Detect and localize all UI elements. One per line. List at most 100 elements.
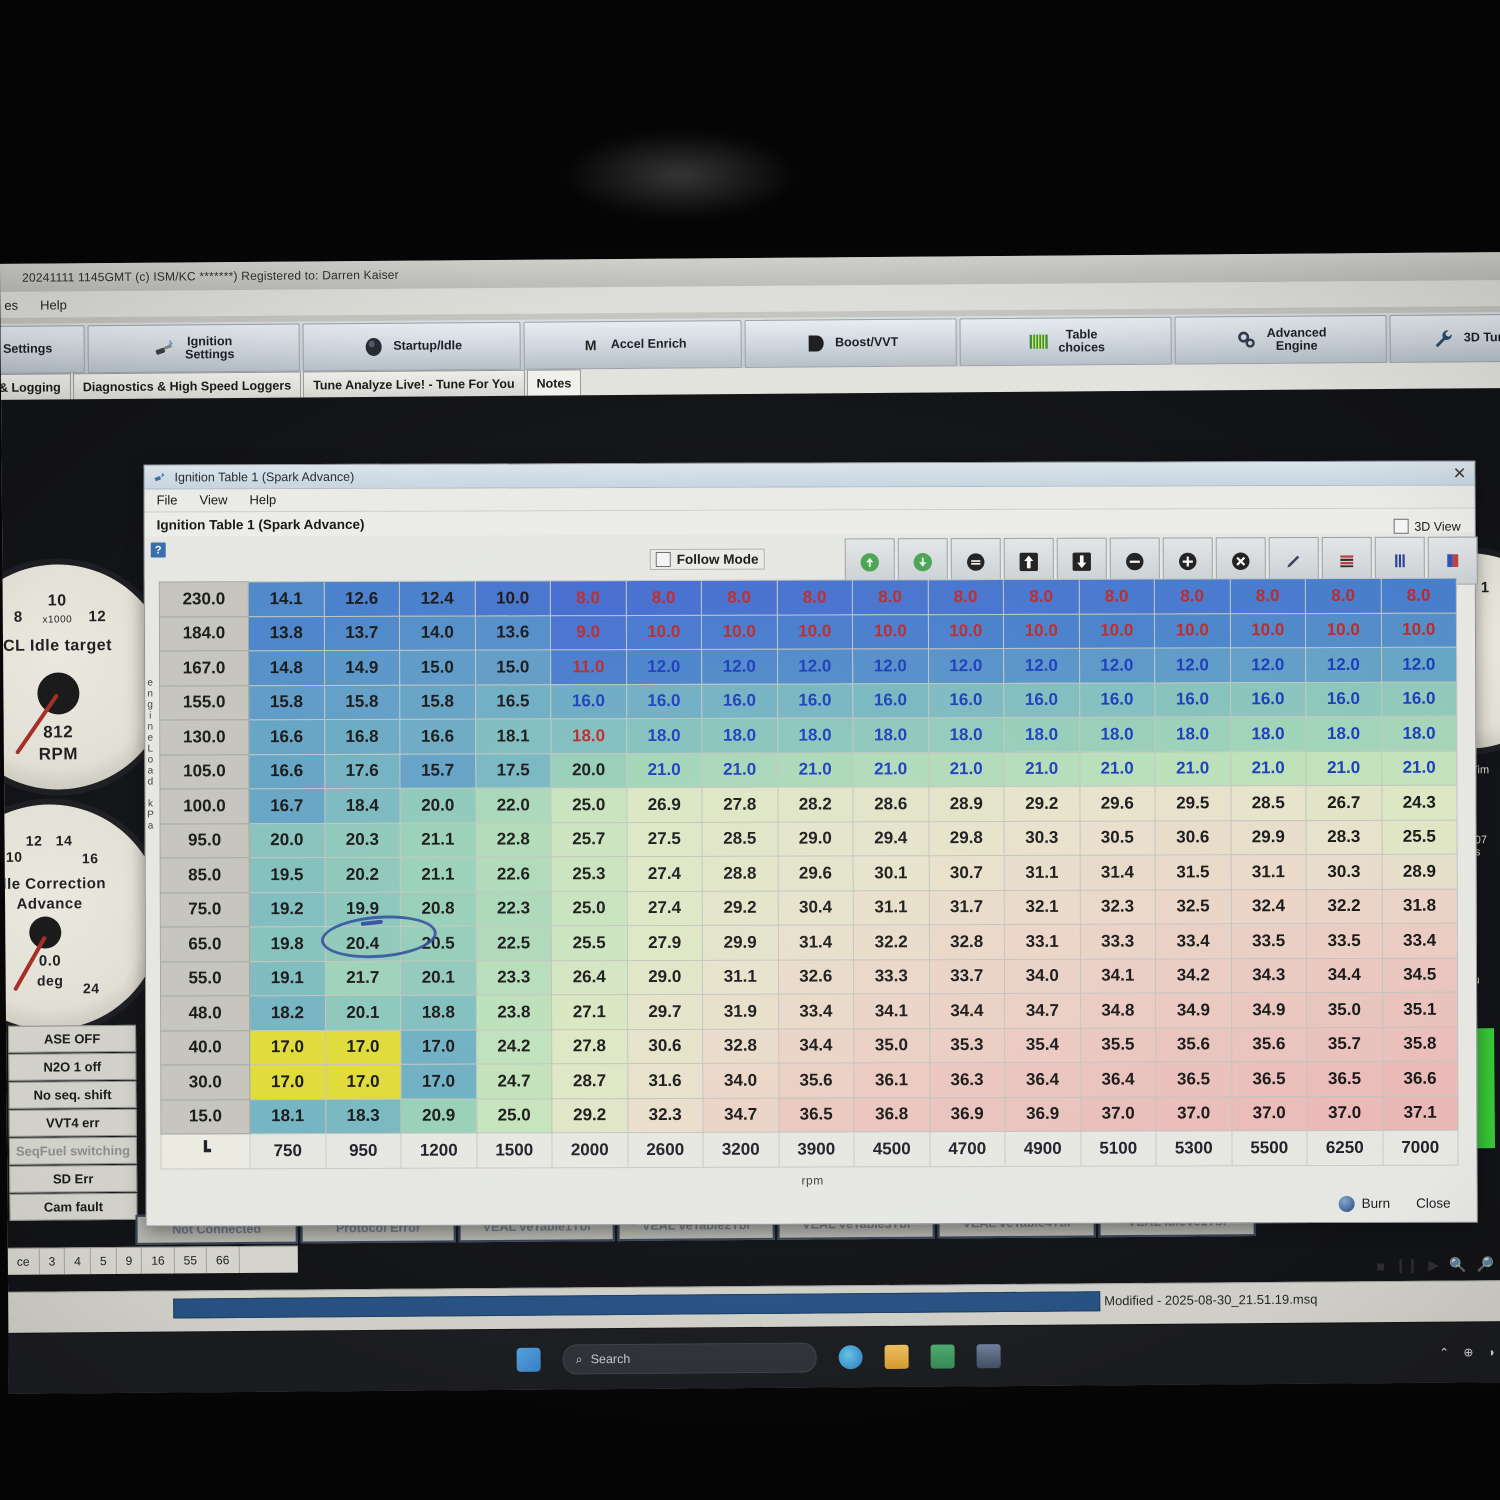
map-cell[interactable]: 16.6: [248, 754, 325, 789]
sound-icon[interactable]: ◑: [1487, 1345, 1495, 1360]
map-cell[interactable]: 35.6: [778, 1063, 854, 1098]
map-cell[interactable]: 26.4: [551, 960, 628, 995]
row-header-load[interactable]: 15.0: [160, 1099, 250, 1135]
table-row[interactable]: 65.0 19.8 20.4 20.5 22.5 25.5 27.9 29.9 31.4 32.2…: [160, 923, 1458, 962]
map-cell[interactable]: 37.0: [1155, 1096, 1232, 1132]
map-cell[interactable]: 8.0: [1229, 578, 1306, 614]
map-cell[interactable]: 28.3: [1306, 819, 1382, 855]
map-cell[interactable]: 34.7: [1004, 993, 1081, 1029]
table-row[interactable]: 230.0 14.1 12.6 12.4 10.0 8.0 8.0 8.0 8.0 8.0 8.0 8…: [159, 578, 1457, 617]
burn-button[interactable]: Burn: [1338, 1195, 1391, 1212]
follow-mode-checkbox[interactable]: Follow Mode: [649, 549, 765, 571]
row-header-load[interactable]: 75.0: [160, 892, 250, 928]
map-cell[interactable]: 28.9: [928, 786, 1005, 822]
map-cell[interactable]: 22.0: [475, 787, 552, 823]
map-cell[interactable]: 8.0: [1154, 578, 1230, 614]
x-axis-tick[interactable]: 7000: [1382, 1130, 1459, 1165]
map-cell[interactable]: 22.3: [475, 891, 552, 927]
x-axis-tick[interactable]: 5100: [1080, 1131, 1157, 1166]
x-axis-tick[interactable]: 6250: [1306, 1130, 1383, 1166]
map-cell[interactable]: 8.0: [927, 579, 1004, 615]
map-cell[interactable]: 25.5: [551, 925, 627, 961]
map-cell[interactable]: 16.6: [248, 719, 325, 755]
dialog-menu-file[interactable]: File: [156, 492, 178, 508]
table-row[interactable]: 15.0 18.1 18.3 20.9 25.0 29.2 32.3 34.7 36.5 36.8…: [160, 1095, 1458, 1135]
map-cell[interactable]: 16.0: [1003, 682, 1080, 718]
map-cell[interactable]: 8.0: [550, 580, 626, 616]
map-cell[interactable]: 35.4: [1004, 1027, 1081, 1063]
row-header-load[interactable]: 65.0: [160, 926, 250, 962]
taskbar-search[interactable]: ⌕ Search: [562, 1342, 817, 1375]
map-cell[interactable]: 16.0: [701, 683, 778, 719]
map-cell[interactable]: 29.0: [626, 959, 703, 995]
map-cell[interactable]: 18.0: [1230, 716, 1306, 752]
map-cell[interactable]: 21.0: [777, 752, 853, 788]
map-cell[interactable]: 16.0: [1230, 682, 1306, 717]
map-cell[interactable]: 27.4: [626, 856, 703, 892]
row-header-load[interactable]: 48.0: [160, 995, 250, 1031]
map-cell[interactable]: 34.2: [1155, 958, 1232, 994]
map-cell[interactable]: 8.0: [1305, 578, 1381, 614]
map-cell[interactable]: 15.0: [399, 650, 476, 685]
map-cell[interactable]: 21.0: [1079, 751, 1155, 787]
table-row[interactable]: 155.0 15.8 15.8 15.8 16.5 16.0 16.0 16.0 16.0 16.…: [159, 681, 1457, 721]
row-header-load[interactable]: 40.0: [160, 1030, 250, 1066]
map-cell[interactable]: 27.9: [626, 925, 703, 961]
sheets-icon[interactable]: [930, 1344, 955, 1369]
map-cell[interactable]: 31.9: [702, 994, 779, 1029]
dialog-control-row[interactable]: ? 3D View Follow Mode: [144, 519, 1478, 587]
map-cell[interactable]: 33.1: [1004, 924, 1080, 960]
map-cell[interactable]: 16.0: [852, 683, 929, 719]
map-cell[interactable]: 18.0: [550, 718, 627, 754]
row-header-load[interactable]: 130.0: [159, 719, 249, 755]
row-header-load[interactable]: 55.0: [160, 961, 250, 997]
horizontal-lines-icon[interactable]: [1321, 537, 1372, 586]
map-cell[interactable]: 21.0: [1230, 751, 1306, 786]
map-cell[interactable]: 12.0: [1079, 648, 1155, 683]
map-cell[interactable]: 10.0: [1003, 613, 1080, 649]
map-cell[interactable]: 36.6: [1382, 1061, 1458, 1096]
playback-controls[interactable]: ■ ❙❙ ▶ 🔍 🔎: [1376, 1256, 1494, 1274]
map-cell[interactable]: 33.4: [778, 994, 854, 1029]
map-cell[interactable]: 34.3: [1230, 958, 1307, 993]
increase-green-circle-icon[interactable]: [844, 538, 895, 587]
map-cell[interactable]: 35.3: [929, 1028, 1005, 1063]
map-cell[interactable]: 10.0: [1229, 613, 1306, 648]
map-cell[interactable]: 18.0: [928, 717, 1004, 753]
map-cell[interactable]: 30.6: [1155, 820, 1231, 856]
map-cell[interactable]: 28.6: [852, 786, 929, 822]
map-cell[interactable]: 16.6: [399, 719, 476, 754]
map-cell[interactable]: 29.8: [928, 821, 1005, 856]
map-cell[interactable]: 17.0: [325, 1064, 401, 1100]
map-cell[interactable]: 10.0: [927, 614, 1004, 649]
table-row[interactable]: 48.0 18.2 20.1 18.8 23.8 27.1 29.7 31.9 33.4 34.1…: [160, 992, 1458, 1031]
menu-item-es[interactable]: es: [4, 297, 19, 313]
map-cell[interactable]: 28.5: [1230, 785, 1307, 821]
x-axis-tick[interactable]: 3900: [778, 1132, 855, 1167]
zoom-in-icon[interactable]: 🔎: [1476, 1256, 1494, 1273]
map-cell[interactable]: 12.0: [626, 649, 702, 685]
map-cell[interactable]: 29.2: [702, 890, 778, 926]
x-axis-tick[interactable]: 4900: [1004, 1131, 1081, 1167]
map-cell[interactable]: 16.0: [928, 683, 1004, 718]
map-cell[interactable]: 30.3: [1004, 820, 1080, 856]
move-up-icon[interactable]: [1003, 538, 1054, 587]
map-cell[interactable]: 30.5: [1079, 820, 1156, 856]
map-cell[interactable]: 15.7: [399, 753, 476, 789]
ignition-table-window[interactable]: Ignition Table 1 (Spark Advance) ✕ File …: [143, 460, 1478, 1227]
map-cell[interactable]: 25.0: [476, 1098, 552, 1134]
map-cell[interactable]: 17.5: [475, 753, 551, 789]
map-cell[interactable]: 34.7: [702, 1097, 779, 1133]
map-cell[interactable]: 20.1: [325, 995, 401, 1031]
map-cell[interactable]: 24.7: [476, 1063, 552, 1099]
map-cell[interactable]: 32.6: [777, 959, 854, 995]
map-cell[interactable]: 21.1: [400, 857, 476, 892]
map-cell[interactable]: 25.5: [1381, 819, 1458, 855]
map-cell[interactable]: 36.4: [1004, 1062, 1081, 1098]
map-cell[interactable]: 21.0: [1003, 751, 1080, 787]
map-cell[interactable]: 31.4: [1079, 855, 1156, 890]
map-cell[interactable]: 16.0: [777, 683, 853, 719]
map-cell[interactable]: 18.1: [475, 718, 551, 754]
toolbar-button-table-choices[interactable]: Table choices: [959, 316, 1172, 367]
